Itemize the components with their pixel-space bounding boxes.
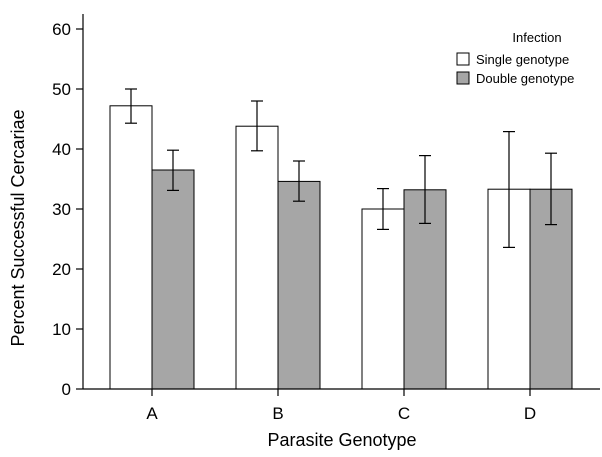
bar-B-series-1 (277, 180, 321, 390)
y-axis-label: Percent Successful Cercariae (8, 109, 28, 346)
error-bar-D-series-1 (545, 152, 557, 226)
y-tick-label: 20 (52, 260, 71, 279)
bar-A-series-1 (151, 169, 195, 390)
y-tick-label: 60 (52, 20, 71, 39)
error-bar-B-series-1 (293, 160, 305, 202)
legend: Infection Single genotype Double genotyp… (456, 30, 574, 86)
error-bar-C-series-1 (419, 155, 431, 224)
y-tick-label: 40 (52, 140, 71, 159)
legend-swatch-double (456, 71, 470, 85)
x-tick-label-D: D (524, 404, 536, 423)
x-tick-label-B: B (272, 404, 283, 423)
legend-title: Infection (512, 30, 561, 45)
error-bar-B-series-0 (251, 100, 263, 152)
legend-label-single: Single genotype (476, 52, 569, 67)
legend-swatch-single (456, 52, 470, 66)
x-tick-label-C: C (398, 404, 410, 423)
bar-C-series-0 (361, 208, 405, 390)
plot-area (109, 88, 573, 390)
x-axis-label: Parasite Genotype (267, 430, 416, 450)
y-tick-label: 30 (52, 200, 71, 219)
error-bar-C-series-0 (377, 188, 389, 230)
error-bar-D-series-0 (503, 131, 515, 248)
legend-label-double: Double genotype (476, 71, 574, 86)
bar-B-series-0 (235, 125, 279, 390)
error-bar-A-series-1 (167, 149, 179, 191)
x-axis: A B C D (83, 388, 600, 423)
error-bar-A-series-0 (125, 88, 137, 124)
x-tick-label-A: A (146, 404, 158, 423)
y-tick-label: 10 (52, 320, 71, 339)
y-axis: 0 10 20 30 40 50 60 (52, 14, 84, 399)
y-tick-label: 50 (52, 80, 71, 99)
bar-A-series-0 (109, 105, 153, 390)
y-tick-label: 0 (62, 380, 71, 399)
